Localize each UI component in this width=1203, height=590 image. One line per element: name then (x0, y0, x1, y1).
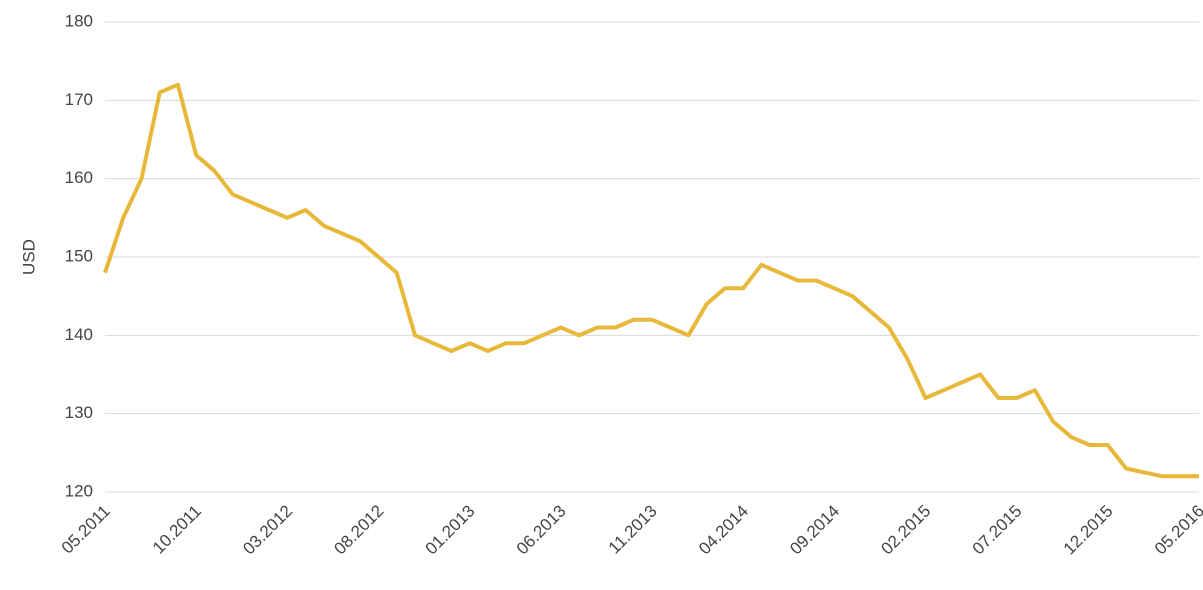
y-tick-label: 120 (65, 481, 93, 500)
x-tick-label: 09.2014 (786, 501, 843, 558)
x-tick-label: 03.2012 (239, 501, 296, 558)
x-tick-label: 02.2015 (877, 501, 934, 558)
y-tick-label: 150 (65, 246, 93, 265)
x-tick-label: 11.2013 (605, 501, 661, 557)
x-tick-label: 12.2015 (1060, 501, 1117, 558)
x-tick-label: 10.2011 (149, 501, 205, 557)
x-tick-label: 08.2012 (330, 501, 387, 558)
y-tick-label: 140 (65, 325, 93, 344)
chart: USD 120 130 140 150 160 170 180 05.2011 10.2011 0… (0, 0, 1203, 585)
line (105, 85, 1199, 477)
x-tick-label: 06.2013 (513, 501, 570, 558)
y-tick-label: 180 (65, 11, 93, 30)
y-tick-label: 130 (65, 403, 93, 422)
x-tick-label: 04.2014 (695, 501, 752, 558)
y-tick-label: 160 (65, 168, 93, 187)
x-tick-label: 05.2011 (58, 501, 114, 557)
x-tick-label: 01.2013 (422, 501, 479, 558)
y-axis-label: USD (19, 239, 38, 275)
y-tick-label: 170 (65, 90, 93, 109)
x-tick-label: 07.2015 (969, 501, 1026, 558)
x-tick-label: 05.2016 (1151, 501, 1203, 558)
